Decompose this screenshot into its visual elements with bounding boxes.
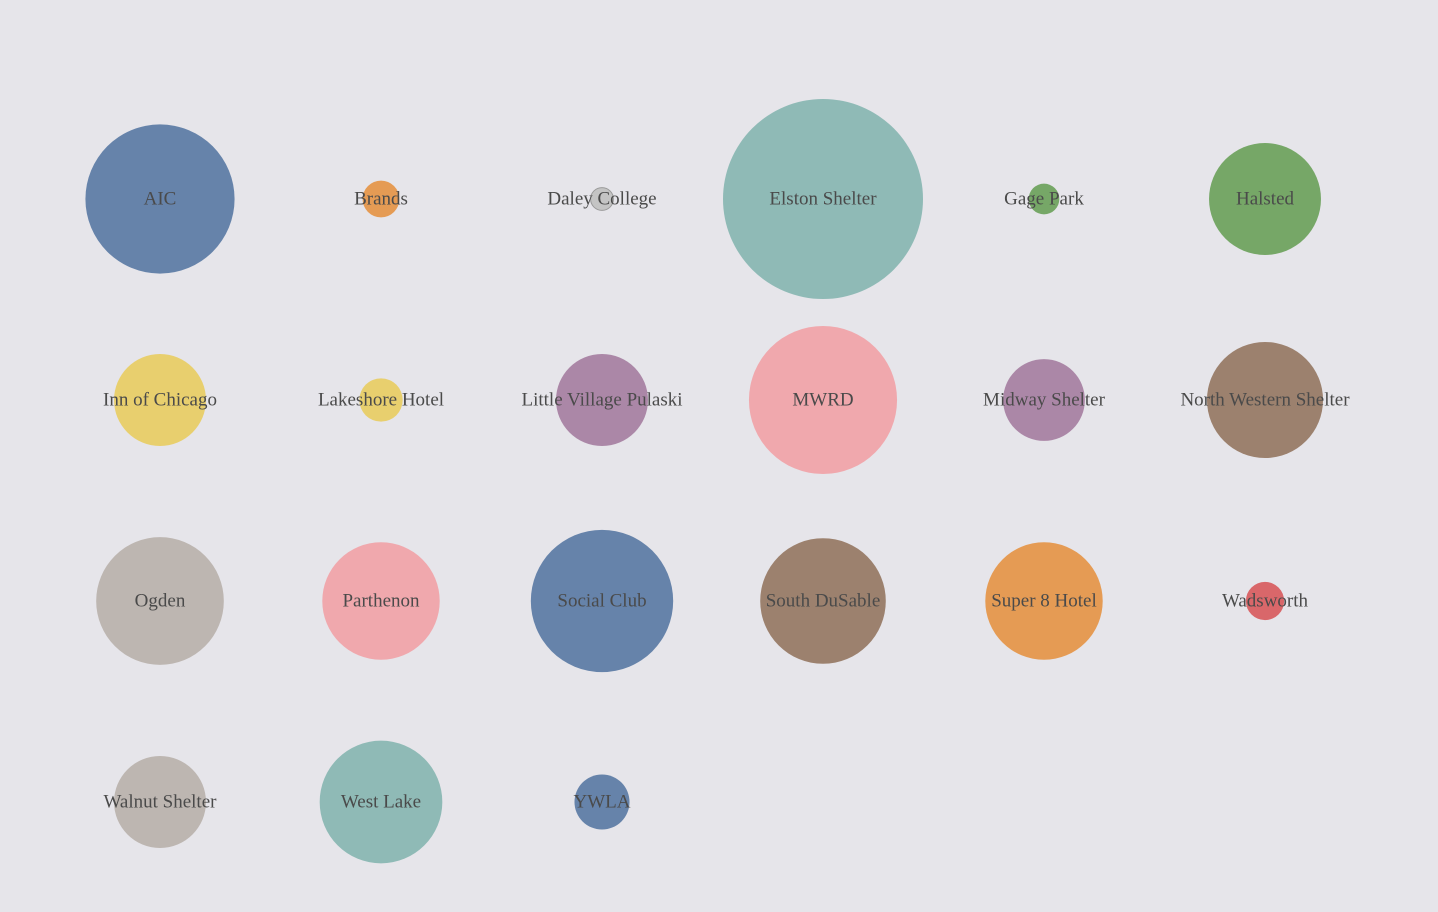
- bubble-label: Halsted: [1236, 188, 1295, 209]
- bubble: [114, 756, 206, 848]
- bubble-label: Gage Park: [1004, 188, 1084, 209]
- bubble-label: Daley College: [547, 188, 656, 209]
- bubble: [985, 542, 1103, 660]
- bubble-label: Brands: [354, 188, 408, 209]
- bubble-label: West Lake: [341, 791, 421, 812]
- bubble-label: South DuSable: [766, 590, 881, 611]
- bubble: [1209, 143, 1321, 255]
- bubble: [590, 187, 614, 211]
- bubble: [362, 180, 400, 218]
- bubble-label: Social Club: [557, 590, 646, 611]
- bubble-label: MWRD: [792, 389, 853, 410]
- bubble-label: North Western Shelter: [1180, 389, 1350, 410]
- bubble: [1206, 341, 1324, 459]
- bubble: [760, 538, 886, 664]
- bubble: [114, 354, 206, 446]
- bubble-label: Ogden: [135, 590, 186, 611]
- bubble: [319, 740, 443, 864]
- bubble-label: Super 8 Hotel: [991, 590, 1097, 611]
- bubble-label: Wadsworth: [1222, 590, 1309, 611]
- bubble-label: Walnut Shelter: [104, 791, 218, 812]
- bubble-label: Lakeshore Hotel: [318, 389, 444, 410]
- bubble: [322, 542, 440, 660]
- bubble-label: YWLA: [574, 791, 631, 812]
- bubble-label: Parthenon: [342, 590, 420, 611]
- bubble-label: Elston Shelter: [769, 188, 877, 209]
- label-layer: AIC Brands Daley College Elston Shelter Gage…: [103, 188, 1350, 812]
- bubble: [574, 774, 630, 830]
- bubble-layer: [85, 99, 1324, 864]
- bubble: [748, 325, 898, 475]
- bubble-label: AIC: [144, 188, 177, 209]
- bubble: [85, 124, 235, 274]
- bubble-label: Little Village Pulaski: [521, 389, 682, 410]
- bubble: [1028, 183, 1060, 215]
- bubble: [556, 354, 648, 446]
- bubble: [1245, 581, 1285, 621]
- bubble: [530, 529, 674, 673]
- bubble: [723, 99, 923, 299]
- bubble-label: Midway Shelter: [983, 389, 1106, 410]
- bubble: [359, 378, 403, 422]
- bubble: [96, 537, 224, 665]
- bubble-label: Inn of Chicago: [103, 389, 217, 410]
- bubble: [1003, 359, 1085, 441]
